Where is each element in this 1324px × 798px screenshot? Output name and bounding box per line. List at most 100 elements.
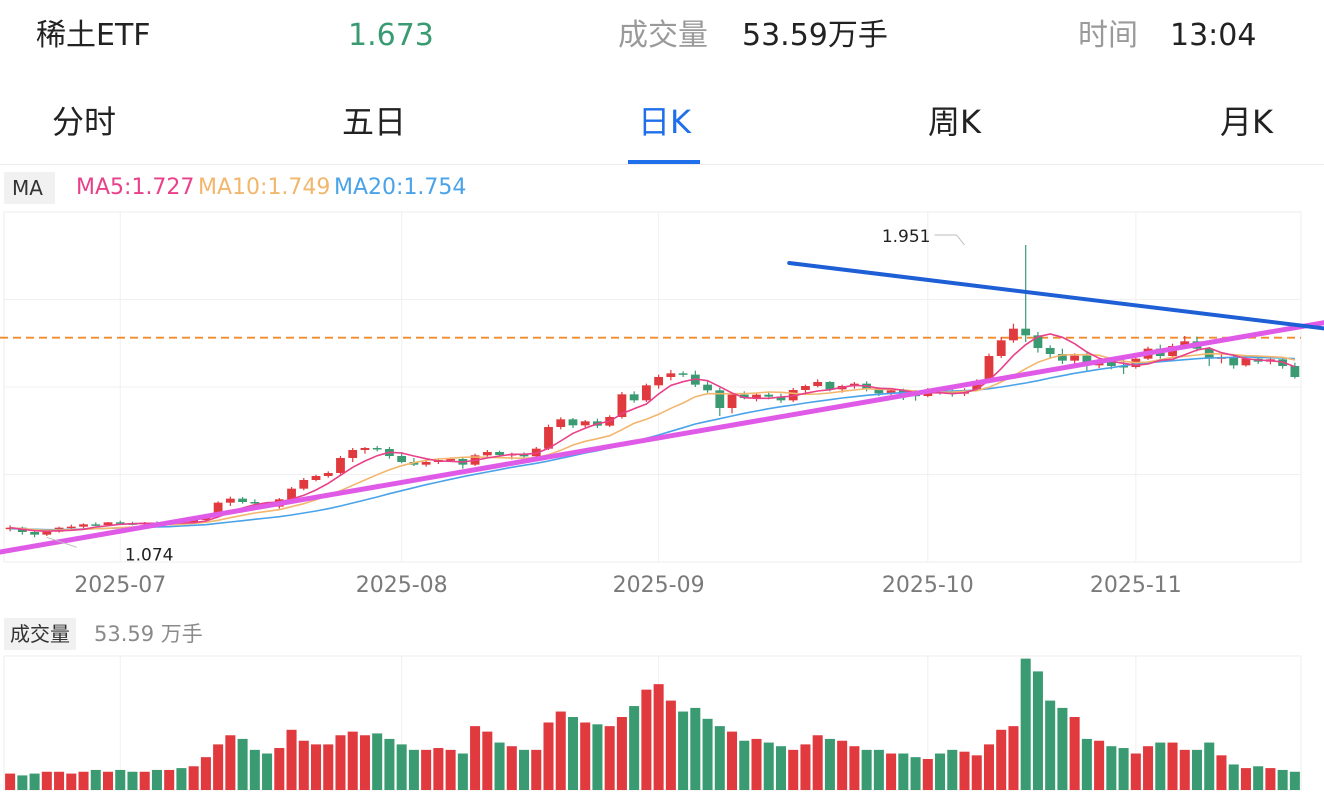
volume-bar [971,755,982,790]
candle [458,457,468,469]
volume-bar [408,749,419,790]
low-annotation-leader [46,536,77,548]
volume-bar [690,707,701,790]
volume-bar [347,731,358,790]
volume-bar [592,724,603,790]
volume-bar [751,738,762,790]
candle-body [1241,358,1251,366]
volume-bar [1130,753,1141,790]
candle [103,522,113,526]
volume-bar [151,769,162,790]
volume-bar [470,726,481,790]
ma-indicator-chip[interactable]: MA [4,172,55,204]
tab-monthly-k[interactable]: 月K [1220,103,1273,141]
candle [556,417,566,430]
ma20-value: MA20:1.754 [334,175,467,200]
volume-bar [54,771,65,790]
candle [715,387,725,416]
volume-bar [580,722,591,790]
tab-daily-k[interactable]: 日K [638,103,691,141]
volume-bar [41,771,52,790]
candle-body [1180,341,1190,346]
candle-body [1082,355,1092,366]
candle [617,392,627,419]
ma20-line [10,356,1295,531]
volume-bar [5,773,16,790]
volume-bar [310,744,322,790]
candle [348,448,358,462]
volume-bar [433,748,444,790]
candle-body [519,454,529,457]
candle-body [703,384,712,391]
x-tick-label: 2025-09 [613,573,705,598]
time-value: 13:04 [1170,18,1257,53]
volume-bar [372,733,383,790]
candle-body [641,385,651,401]
x-tick-label: 2025-08 [356,573,448,598]
volume-bar [176,768,187,790]
candle [30,531,39,538]
volume-bar [996,729,1007,790]
volume-bar [213,744,224,790]
tab-five-day[interactable]: 五日 [342,103,407,141]
candle-body [79,524,88,527]
candle [629,391,639,403]
volume-bar [200,757,211,790]
candle [727,392,737,414]
candle-body [886,390,896,394]
candle [336,456,345,475]
volume-bar [775,746,786,790]
candle [1033,332,1043,353]
volume-bar [1118,748,1129,790]
candle-body [323,473,333,476]
volume-bar [1032,671,1043,790]
x-tick-label: 2025-11 [1090,573,1182,598]
volume-bar [947,749,958,790]
candle-body [739,394,749,398]
candle-body [213,502,223,517]
candle-body [972,381,982,391]
candle-body [617,394,627,417]
volume-bar [714,726,725,790]
volume-bar [653,684,664,790]
candle-body [336,458,345,473]
volume-bar [922,758,933,790]
volume-bar [262,753,273,790]
candle-body [348,450,358,458]
volume-bar [1253,766,1264,790]
candle [801,384,810,394]
period-tabs: 分时 五日 日K 周K 月K [0,86,1324,165]
volume-bar [1240,768,1251,790]
volume-bar [812,735,823,790]
volume-bar [164,769,175,790]
volume-bar [421,749,432,790]
volume-bar [1045,700,1056,790]
volume-bar [274,748,285,790]
candle-body [788,390,798,401]
tab-weekly-k[interactable]: 周K [928,103,981,141]
volume-indicator-chip[interactable]: 成交量 [4,618,76,650]
tab-intraday[interactable]: 分时 [52,103,117,141]
candle-body [1057,354,1067,361]
volume-bar [1020,658,1031,790]
candle-body [727,394,737,408]
candle-body [874,389,884,394]
volume-bar [115,769,126,790]
candle [397,452,407,464]
candle-body [299,480,309,489]
candle-body [556,419,566,427]
candle [984,353,994,383]
x-tick-label: 2025-10 [882,573,974,598]
candle [225,496,235,506]
support-trendline [0,320,1324,555]
candle [421,460,431,467]
candle-body [825,382,835,390]
volume-bar [555,711,566,790]
candle-body [372,448,382,450]
candle-body [42,531,52,535]
volume-bar [396,744,407,790]
volume-bar [739,740,750,790]
quote-header: 稀土ETF 1.673 成交量 53.59万手 时间 13:04 [0,0,1324,72]
candle-body [752,394,761,398]
